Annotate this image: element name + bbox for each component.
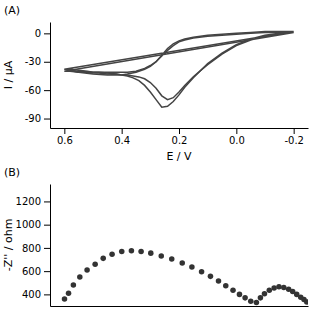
point xyxy=(84,267,90,273)
tick-label: 0.6 xyxy=(57,135,73,146)
tick: 0.6 xyxy=(57,128,73,146)
point xyxy=(208,274,214,280)
line xyxy=(64,32,293,99)
tick-label: 0.0 xyxy=(229,135,245,146)
tick-label: 0 xyxy=(35,28,41,39)
tick: -90 xyxy=(25,113,50,124)
point xyxy=(271,285,277,291)
x-axis-title: E / V xyxy=(166,150,192,163)
tick-mark xyxy=(44,62,50,63)
y-axis-title: I / μA xyxy=(2,60,15,89)
point xyxy=(148,250,154,256)
tick: 1200 xyxy=(16,196,50,207)
tick-mark xyxy=(236,128,237,134)
point xyxy=(71,282,77,288)
point xyxy=(169,256,175,262)
point xyxy=(92,261,98,267)
line xyxy=(64,31,293,107)
point xyxy=(62,296,68,302)
point xyxy=(248,299,254,305)
point xyxy=(109,252,115,258)
point xyxy=(267,288,273,294)
point xyxy=(237,292,243,298)
tick-label: -0.2 xyxy=(284,135,304,146)
x-axis-line xyxy=(51,306,309,307)
tick: 0.2 xyxy=(172,128,188,146)
tick: 1000 xyxy=(16,219,50,230)
point xyxy=(179,260,185,266)
point xyxy=(199,269,205,275)
tick-mark xyxy=(294,128,295,134)
tick: 800 xyxy=(22,243,50,254)
tick-label: 800 xyxy=(22,243,41,254)
tick-mark xyxy=(44,201,50,202)
tick: 0 xyxy=(35,28,50,39)
y-axis-title: -Z'' / ohm xyxy=(2,219,15,272)
tick-label: 400 xyxy=(22,289,41,300)
point xyxy=(304,299,308,305)
tick-mark xyxy=(44,90,50,91)
panel-title: (A) xyxy=(4,4,20,17)
point xyxy=(77,274,83,280)
tick: 0.4 xyxy=(114,128,130,146)
tick: 600 xyxy=(22,266,50,277)
y-axis-line xyxy=(50,185,51,307)
y-axis: 0 -30 -60 -90 xyxy=(25,23,51,129)
chart: 0.6 0.4 0.2 0.0 -0.2 0 -30 -60 -90 (A) E / V I / μA… xyxy=(0,0,320,320)
tick: 0.0 xyxy=(229,128,245,146)
point xyxy=(281,285,287,291)
tick-mark xyxy=(64,128,65,134)
panel: 400 600 800 1000 1200 (B) -Z'' / ohm xyxy=(2,166,310,307)
tick-label: -90 xyxy=(25,113,41,124)
plot-area xyxy=(64,31,293,107)
panel: 0.6 0.4 0.2 0.0 -0.2 0 -30 -60 -90 (A) E / V I / μA xyxy=(2,4,309,163)
point xyxy=(230,288,236,294)
tick: -0.2 xyxy=(284,128,304,146)
tick-mark xyxy=(44,119,50,120)
point xyxy=(276,284,282,290)
point xyxy=(119,249,125,255)
tick-mark xyxy=(44,294,50,295)
tick-label: 600 xyxy=(22,266,41,277)
point xyxy=(216,278,222,284)
x-axis: 0.6 0.4 0.2 0.0 -0.2 xyxy=(51,128,309,146)
point xyxy=(129,248,135,254)
tick: -30 xyxy=(25,56,50,67)
point xyxy=(138,249,144,255)
point xyxy=(189,264,195,270)
tick: -60 xyxy=(25,85,50,96)
point xyxy=(262,291,268,297)
y-axis-line xyxy=(50,23,51,129)
tick-label: 0.2 xyxy=(172,135,188,146)
tick-mark xyxy=(44,248,50,249)
point xyxy=(158,253,164,259)
tick-mark xyxy=(122,128,123,134)
tick-mark xyxy=(44,225,50,226)
y-axis: 400 600 800 1000 1200 xyxy=(16,185,51,307)
plot-area xyxy=(62,248,308,305)
tick-mark xyxy=(44,271,50,272)
tick-label: -60 xyxy=(25,85,41,96)
tick-label: 1200 xyxy=(16,196,41,207)
point xyxy=(223,283,229,289)
point xyxy=(254,300,260,306)
tick-label: 0.4 xyxy=(114,135,130,146)
x-axis xyxy=(51,306,309,307)
tick-label: 1000 xyxy=(16,219,41,230)
tick-mark xyxy=(44,33,50,34)
panel-title: (B) xyxy=(4,166,20,179)
point xyxy=(258,295,264,301)
point xyxy=(100,256,106,262)
point xyxy=(242,295,248,301)
tick-label: -30 xyxy=(25,56,41,67)
tick: 400 xyxy=(22,289,50,300)
tick-mark xyxy=(179,128,180,134)
point xyxy=(66,290,72,296)
